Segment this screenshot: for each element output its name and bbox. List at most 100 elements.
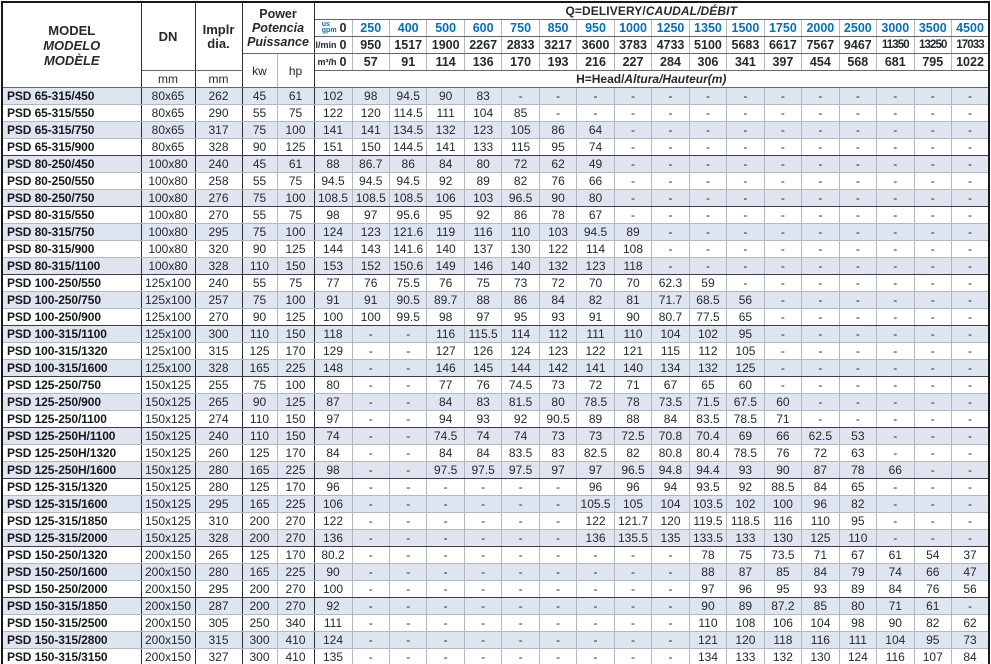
head-value-cell: - <box>539 614 578 632</box>
head-value-cell: 100 <box>314 308 353 326</box>
head-value-cell: - <box>389 580 428 598</box>
head-value-cell: 47 <box>951 563 990 581</box>
model-cell: PSD 125-250/1100 <box>2 410 142 428</box>
impeller-dia-cell: 265 <box>195 546 243 564</box>
head-value-cell: - <box>914 495 953 513</box>
head-value-cell: 143 <box>352 240 390 258</box>
head-value-cell: - <box>614 546 653 564</box>
head-value-cell: - <box>389 427 428 445</box>
head-value-cell: - <box>951 291 990 309</box>
head-value-cell: 99.5 <box>389 308 428 326</box>
impeller-dia-cell: 258 <box>195 172 243 190</box>
kw-cell: 165 <box>242 461 278 479</box>
head-value-cell: 93 <box>539 308 578 326</box>
head-value-cell: - <box>501 614 540 632</box>
head-value-cell: - <box>839 376 878 394</box>
head-value-cell: - <box>426 648 465 664</box>
table-row: PSD 125-250/900 150x125 265 90 125 87- -84 83 81… <box>2 393 990 411</box>
head-value-cell: - <box>651 121 690 139</box>
head-value-cell: - <box>501 87 540 105</box>
head-value-cell: 114 <box>501 325 540 343</box>
head-value-cell: - <box>726 189 765 207</box>
hp-cell: 100 <box>277 121 315 139</box>
head-value-cell: - <box>951 274 990 292</box>
head-value-cell: - <box>839 121 878 139</box>
head-value-cell: 71 <box>876 597 915 615</box>
head-value-cell: 86 <box>539 121 578 139</box>
head-value-cell: 56 <box>726 291 765 309</box>
head-value-cell: 124 <box>314 223 353 241</box>
kw-cell: 125 <box>242 342 278 360</box>
head-value-cell: 84 <box>651 410 690 428</box>
hp-cell: 61 <box>277 87 315 105</box>
head-value-cell: - <box>764 291 803 309</box>
model-cell: PSD 65-315/750 <box>2 121 142 139</box>
hp-cell: 125 <box>277 240 315 258</box>
head-value-cell: 98 <box>314 461 353 479</box>
m3h-value-cell: 568 <box>839 53 878 71</box>
head-value-cell: - <box>801 189 840 207</box>
dn-cell: 100x80 <box>141 206 196 224</box>
head-value-cell: 66 <box>914 563 953 581</box>
head-value-cell: 76 <box>426 274 465 292</box>
head-value-cell: 123 <box>539 342 578 360</box>
head-value-cell: 137 <box>464 240 503 258</box>
head-value-cell: - <box>501 495 540 513</box>
head-value-cell: 121 <box>614 342 653 360</box>
head-value-cell: - <box>914 461 953 479</box>
head-value-cell: 81.5 <box>501 393 540 411</box>
head-value-cell: 86 <box>389 155 428 173</box>
hp-cell: 75 <box>277 104 315 122</box>
head-value-cell: - <box>651 597 690 615</box>
head-value-cell: - <box>726 121 765 139</box>
head-value-cell: - <box>426 478 465 496</box>
head-value-cell: 62.5 <box>801 427 840 445</box>
kw-cell: 90 <box>242 308 278 326</box>
head-value-cell: - <box>389 563 428 581</box>
head-value-cell: - <box>726 223 765 241</box>
dia-mm-unit-header: mm <box>195 70 243 88</box>
head-value-cell: - <box>689 240 728 258</box>
head-value-cell: 62 <box>539 155 578 173</box>
head-value-cell: - <box>501 546 540 564</box>
head-value-cell: - <box>764 342 803 360</box>
impeller-dia-cell: 276 <box>195 189 243 207</box>
head-value-cell: 90 <box>614 308 653 326</box>
head-value-cell: 82 <box>839 495 878 513</box>
head-value-cell: 68.5 <box>689 291 728 309</box>
head-value-cell: 110 <box>801 512 840 530</box>
hp-cell: 100 <box>277 189 315 207</box>
dn-cell: 150x125 <box>141 376 196 394</box>
model-cell: PSD 100-250/550 <box>2 274 142 292</box>
head-value-cell: - <box>352 512 390 530</box>
head-value-cell: 69 <box>726 427 765 445</box>
head-value-cell: - <box>352 631 390 649</box>
model-cell: PSD 125-250H/1100 <box>2 427 142 445</box>
head-value-cell: - <box>464 614 503 632</box>
head-value-cell: - <box>726 274 765 292</box>
head-value-cell: - <box>951 529 990 547</box>
kw-cell: 90 <box>242 138 278 156</box>
head-value-cell: - <box>651 580 690 598</box>
head-value-cell: 87 <box>801 461 840 479</box>
head-value-cell: - <box>352 410 390 428</box>
head-value-cell: 72 <box>539 274 578 292</box>
dn-cell: 100x80 <box>141 172 196 190</box>
head-value-cell: 83.5 <box>501 444 540 462</box>
head-value-cell: 86.7 <box>352 155 390 173</box>
table-row: PSD 125-250/750 150x125 255 75 100 80- -77 76 74… <box>2 376 990 394</box>
dn-cell: 200x150 <box>141 631 196 649</box>
head-value-cell: - <box>914 189 953 207</box>
head-value-cell: 106 <box>764 614 803 632</box>
head-value-cell: - <box>839 342 878 360</box>
head-value-cell: - <box>614 155 653 173</box>
impeller-dia-cell: 287 <box>195 597 243 615</box>
head-value-cell: - <box>839 393 878 411</box>
head-value-cell: - <box>951 359 990 377</box>
dn-cell: 125x100 <box>141 291 196 309</box>
head-value-cell: 74.5 <box>426 427 465 445</box>
head-value-cell: 104 <box>876 631 915 649</box>
head-value-cell: 89 <box>464 172 503 190</box>
impeller-dia-cell: 270 <box>195 308 243 326</box>
